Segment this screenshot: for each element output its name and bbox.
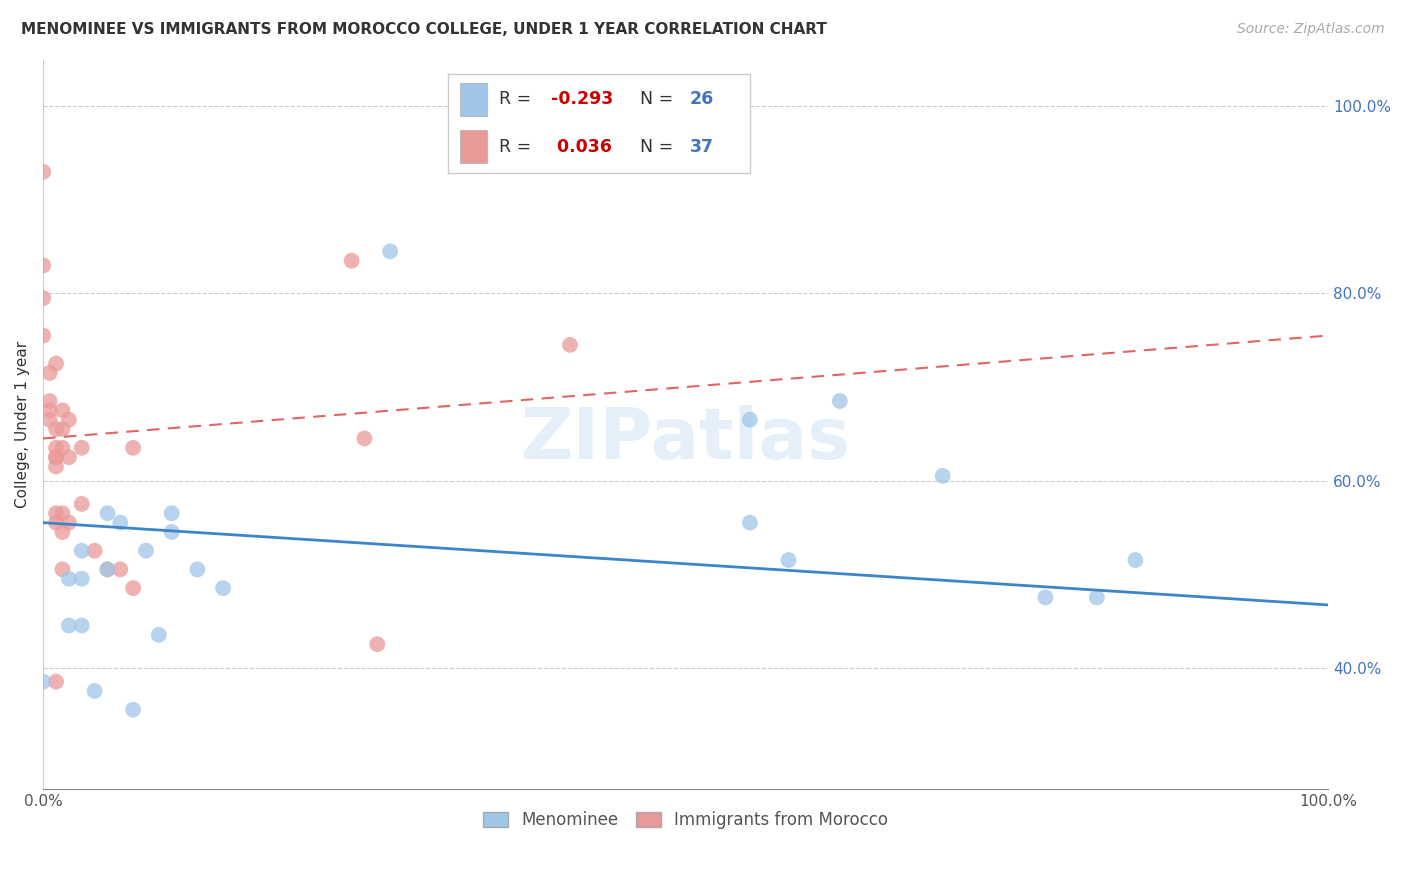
Point — [96, 562, 118, 576]
Text: Source: ZipAtlas.com: Source: ZipAtlas.com — [1237, 22, 1385, 37]
Point — [45, 516, 67, 530]
Point — [70, 618, 93, 632]
Point — [38, 403, 60, 417]
Point — [38, 394, 60, 409]
Point — [58, 450, 80, 464]
Point — [45, 422, 67, 436]
Point — [160, 506, 183, 520]
Point — [58, 413, 80, 427]
Point — [83, 684, 105, 698]
Point — [45, 674, 67, 689]
Point — [70, 441, 93, 455]
Point — [83, 543, 105, 558]
Point — [45, 450, 67, 464]
Point — [32, 291, 55, 305]
Point — [110, 516, 132, 530]
Point — [51, 441, 73, 455]
Point — [70, 497, 93, 511]
Point — [70, 543, 93, 558]
Point — [45, 441, 67, 455]
Point — [32, 165, 55, 179]
Point — [135, 543, 157, 558]
Point — [32, 674, 55, 689]
Point — [38, 366, 60, 380]
Point — [353, 432, 375, 446]
Point — [122, 703, 145, 717]
Point — [366, 637, 388, 651]
Y-axis label: College, Under 1 year: College, Under 1 year — [15, 341, 30, 508]
Point — [738, 516, 761, 530]
Point — [558, 338, 581, 352]
Point — [45, 450, 67, 464]
Point — [340, 253, 363, 268]
Point — [45, 506, 67, 520]
Point — [51, 524, 73, 539]
Point — [148, 628, 170, 642]
Point — [96, 562, 118, 576]
Point — [186, 562, 208, 576]
Point — [51, 403, 73, 417]
Point — [778, 553, 800, 567]
Legend: Menominee, Immigrants from Morocco: Menominee, Immigrants from Morocco — [477, 805, 894, 836]
Point — [51, 506, 73, 520]
Point — [51, 562, 73, 576]
Point — [110, 562, 132, 576]
Point — [122, 441, 145, 455]
Point — [51, 422, 73, 436]
Point — [58, 572, 80, 586]
Point — [58, 618, 80, 632]
Point — [1085, 591, 1108, 605]
Point — [1125, 553, 1147, 567]
Point — [45, 357, 67, 371]
Point — [32, 259, 55, 273]
Point — [45, 459, 67, 474]
Point — [32, 328, 55, 343]
Point — [96, 506, 118, 520]
Point — [378, 244, 401, 259]
Text: ZIPatlas: ZIPatlas — [520, 404, 851, 474]
Point — [212, 581, 235, 595]
Point — [160, 524, 183, 539]
Text: MENOMINEE VS IMMIGRANTS FROM MOROCCO COLLEGE, UNDER 1 YEAR CORRELATION CHART: MENOMINEE VS IMMIGRANTS FROM MOROCCO COL… — [21, 22, 827, 37]
Point — [122, 581, 145, 595]
Point — [931, 468, 953, 483]
Point — [828, 394, 851, 409]
Point — [70, 572, 93, 586]
Point — [1035, 591, 1057, 605]
Point — [38, 413, 60, 427]
Point — [738, 413, 761, 427]
Point — [58, 516, 80, 530]
